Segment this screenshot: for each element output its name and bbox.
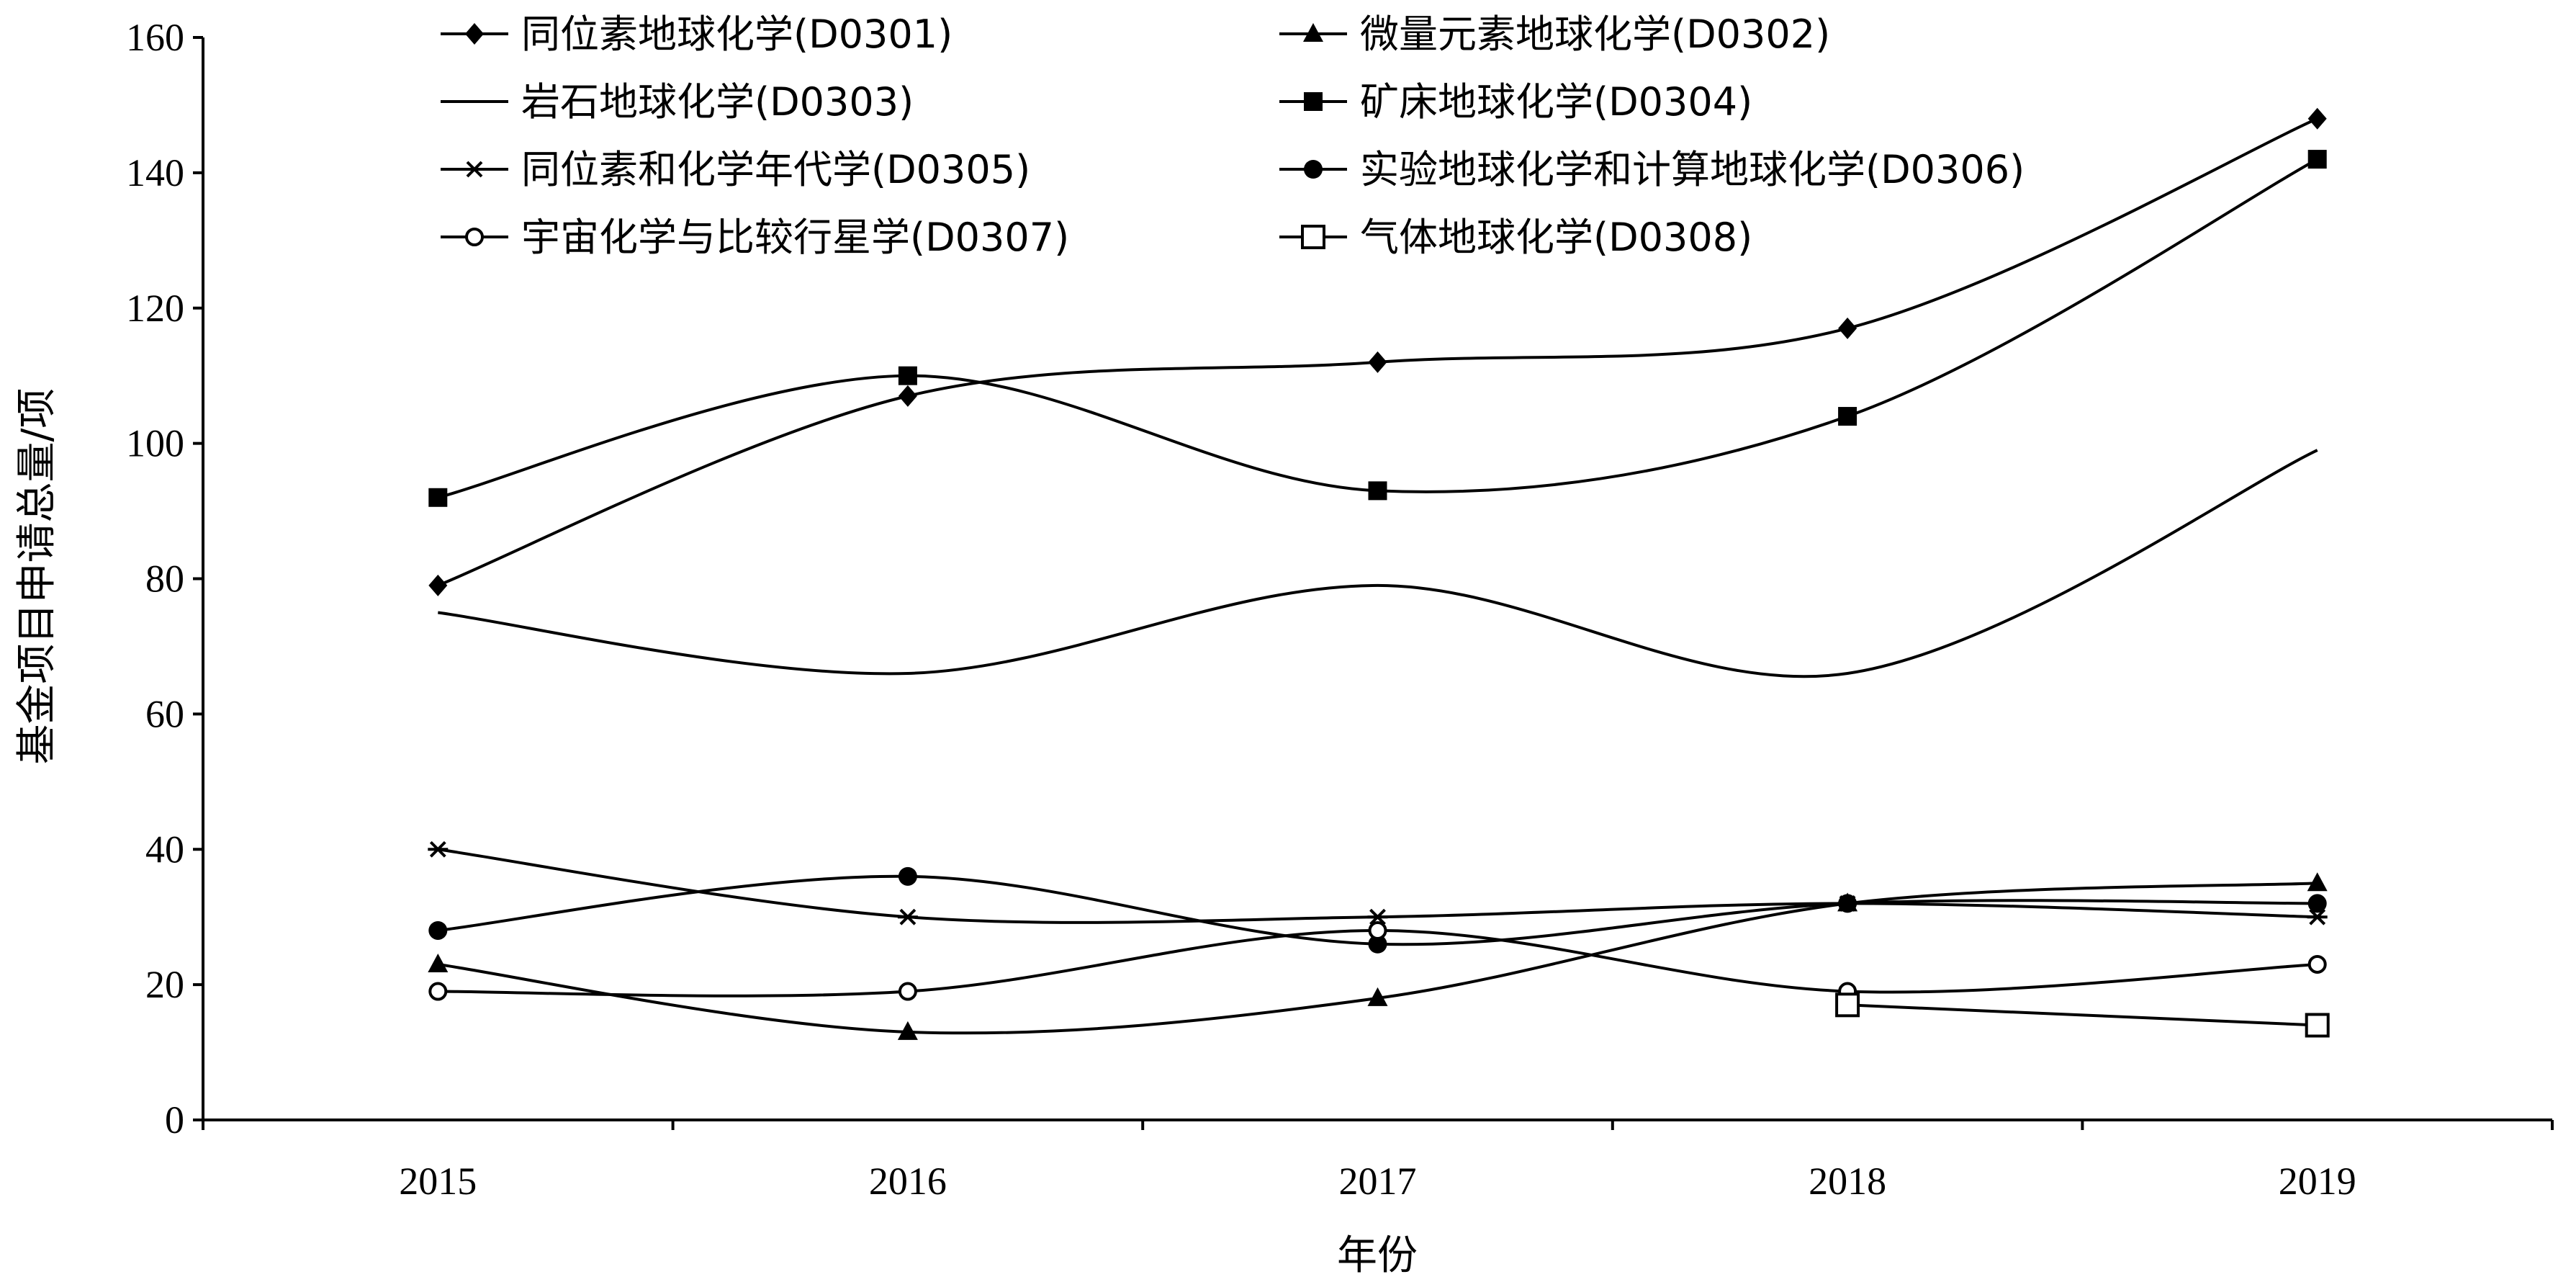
series-7 bbox=[428, 920, 2327, 1001]
series-3 bbox=[438, 449, 2318, 678]
legend-marker bbox=[1304, 92, 1323, 111]
y-tick-label: 100 bbox=[126, 422, 184, 465]
data-point bbox=[2307, 954, 2327, 974]
data-point bbox=[1838, 894, 1857, 913]
legend-item: 岩石地球化学(D0303) bbox=[441, 79, 914, 125]
legend-item: 气体地球化学(D0308) bbox=[1279, 215, 1752, 260]
series-4 bbox=[428, 150, 2327, 507]
data-point bbox=[2307, 150, 2327, 169]
data-point bbox=[2307, 894, 2327, 913]
data-point bbox=[897, 1021, 918, 1040]
data-point bbox=[898, 866, 917, 886]
data-point bbox=[1835, 992, 1860, 1018]
series-8 bbox=[1835, 992, 2330, 1038]
x-tick-label: 2019 bbox=[2279, 1160, 2356, 1203]
data-point bbox=[1367, 908, 1388, 925]
series-group bbox=[428, 107, 2330, 1040]
legend-item: 宇宙化学与比较行星学(D0307) bbox=[441, 215, 1069, 260]
data-point bbox=[428, 574, 448, 596]
series-5 bbox=[428, 841, 2328, 925]
data-point bbox=[898, 366, 917, 385]
series-line bbox=[437, 158, 2318, 499]
legend-marker bbox=[1304, 160, 1323, 179]
legend-marker bbox=[465, 23, 484, 45]
legend-label: 实验地球化学和计算地球化学(D0306) bbox=[1360, 147, 2025, 192]
data-point bbox=[428, 488, 448, 507]
legend-label: 同位素和化学年代学(D0305) bbox=[521, 147, 1030, 192]
legend-item: 微量元素地球化学(D0302) bbox=[1279, 12, 1830, 57]
x-tick-label: 2018 bbox=[1809, 1160, 1886, 1203]
series-1 bbox=[428, 107, 2327, 596]
x-ticks: 2015 2016 2017 2018 2019 bbox=[202, 1120, 2554, 1203]
legend-label: 微量元素地球化学(D0302) bbox=[1360, 12, 1830, 57]
legend-marker bbox=[464, 161, 485, 178]
y-tick-label: 140 bbox=[126, 151, 184, 194]
axes bbox=[202, 37, 2552, 1121]
data-point bbox=[898, 385, 917, 407]
legend-label: 气体地球化学(D0308) bbox=[1360, 215, 1752, 260]
data-point bbox=[428, 953, 449, 972]
data-point bbox=[428, 920, 448, 940]
legend-label: 宇宙化学与比较行星学(D0307) bbox=[521, 215, 1069, 260]
series-line bbox=[438, 449, 2318, 678]
legend-label: 岩石地球化学(D0303) bbox=[521, 79, 914, 125]
data-point bbox=[428, 982, 448, 1001]
legend: 同位素地球化学(D0301) 微量元素地球化学(D0302) 岩石地球化学(D030… bbox=[441, 12, 2025, 260]
y-tick-label: 20 bbox=[145, 963, 184, 1006]
y-tick-label: 40 bbox=[145, 828, 184, 871]
legend-item: 实验地球化学和计算地球化学(D0306) bbox=[1279, 147, 2025, 192]
data-point bbox=[1368, 920, 1387, 940]
x-tick-label: 2017 bbox=[1339, 1160, 1417, 1203]
data-point bbox=[898, 982, 917, 1001]
x-axis-title: 年份 bbox=[1337, 1232, 1418, 1279]
series-line bbox=[1847, 1003, 2318, 1027]
data-point bbox=[1367, 987, 1388, 1006]
legend-marker bbox=[1303, 23, 1323, 42]
data-point bbox=[2307, 908, 2328, 925]
y-tick-label: 0 bbox=[165, 1098, 184, 1142]
data-point bbox=[2307, 107, 2327, 130]
data-point bbox=[2307, 872, 2328, 892]
legend-marker bbox=[1301, 225, 1325, 249]
y-tick-label: 120 bbox=[126, 287, 184, 330]
legend-item: 同位素地球化学(D0301) bbox=[441, 12, 953, 57]
legend-marker bbox=[465, 228, 484, 246]
legend-label: 矿床地球化学(D0304) bbox=[1360, 79, 1752, 125]
data-point bbox=[428, 841, 449, 858]
data-point bbox=[1838, 317, 1857, 339]
legend-label: 同位素地球化学(D0301) bbox=[521, 12, 953, 57]
y-tick-label: 80 bbox=[145, 557, 184, 601]
y-tick-label: 60 bbox=[145, 692, 184, 735]
data-point bbox=[1368, 481, 1387, 501]
y-ticks: 0 20 40 60 80 100 120 140 160 bbox=[126, 16, 203, 1142]
legend-item: 同位素和化学年代学(D0305) bbox=[441, 147, 1030, 192]
data-point bbox=[897, 908, 918, 925]
legend-item: 矿床地球化学(D0304) bbox=[1279, 79, 1752, 125]
y-tick-label: 160 bbox=[126, 16, 184, 59]
series-line bbox=[438, 848, 2318, 924]
y-axis-title: 基金项目申请总量/项 bbox=[14, 388, 60, 765]
x-tick-label: 2015 bbox=[399, 1160, 477, 1203]
data-point bbox=[1838, 407, 1857, 426]
data-point bbox=[1368, 934, 1387, 954]
data-point bbox=[2305, 1013, 2330, 1038]
series-6 bbox=[428, 866, 2327, 954]
data-point bbox=[1368, 351, 1387, 373]
x-tick-label: 2016 bbox=[869, 1160, 947, 1203]
